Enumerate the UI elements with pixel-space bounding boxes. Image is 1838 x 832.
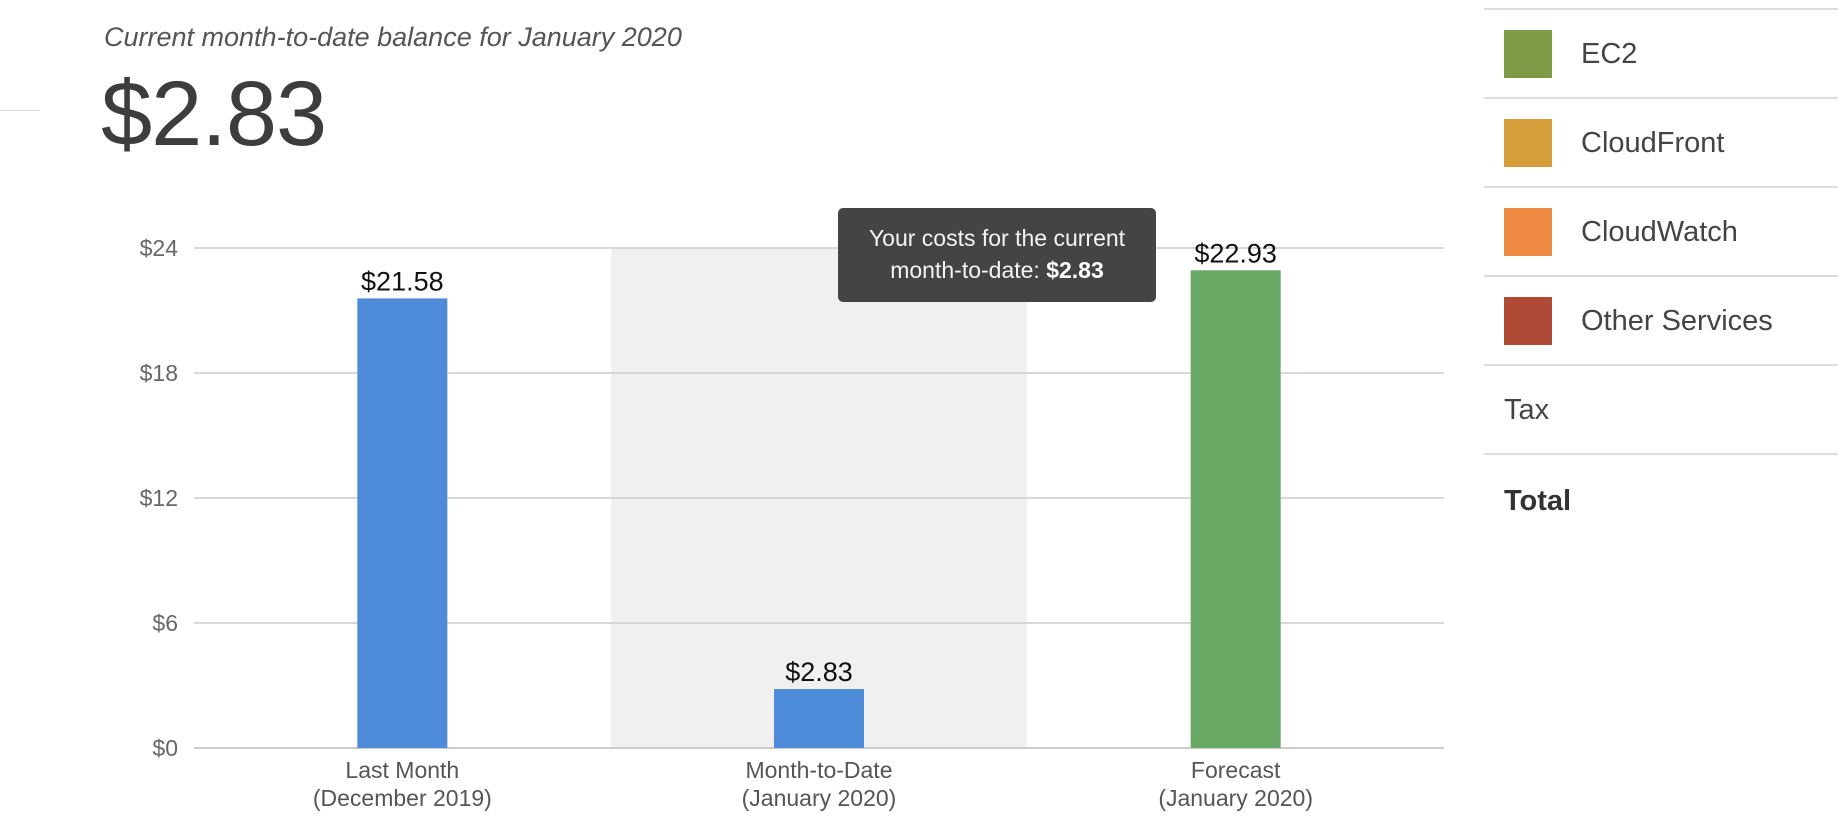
legend-label-ec2: EC2 (1581, 38, 1638, 70)
y-tick-label-0: $0 (152, 735, 178, 761)
legend-label-cloudwatch: CloudWatch (1581, 216, 1738, 248)
data-label-2: $22.93 (1194, 238, 1277, 268)
tooltip-value: $2.83 (1046, 257, 1104, 283)
month-to-date-balance: $2.83 (101, 63, 327, 165)
legend-swatch-other-services (1504, 297, 1552, 345)
category-label-2-line1: Forecast (1191, 757, 1281, 783)
bar-2 (1190, 270, 1281, 748)
y-tick-label-3: $18 (140, 360, 178, 386)
legend-row-tax: Tax (1484, 364, 1838, 453)
legend-swatch-ec2 (1504, 30, 1552, 78)
balance-subtitle: Current month-to-date balance for Januar… (104, 22, 682, 52)
legend-row-cloudfront[interactable]: CloudFront (1484, 97, 1838, 186)
y-tick-label-1: $6 (152, 610, 178, 636)
category-label-1-line2: (January 2020) (742, 785, 897, 811)
tooltip-line-2-prefix: month-to-date: (890, 257, 1047, 283)
tooltip-line-1: Your costs for the current (868, 225, 1126, 251)
chart-tooltip: Your costs for the current month-to-date… (838, 208, 1156, 302)
service-legend: EC2 CloudFront CloudWatch Other Services… (1484, 8, 1838, 542)
bar-1 (774, 689, 864, 748)
y-tick-label-2: $12 (140, 485, 178, 511)
legend-row-ec2[interactable]: EC2 (1484, 8, 1838, 97)
legend-row-other-services[interactable]: Other Services (1484, 275, 1838, 364)
bar-0 (357, 298, 448, 748)
tooltip-line-2: month-to-date: $2.83 (838, 254, 1156, 286)
data-label-1: $2.83 (785, 657, 853, 687)
data-label-0: $21.58 (361, 266, 444, 296)
category-label-0-line1: Last Month (345, 757, 459, 783)
category-label-1-line1: Month-to-Date (745, 757, 892, 783)
legend-row-cloudwatch[interactable]: CloudWatch (1484, 186, 1838, 275)
category-label-0-line2: (December 2019) (313, 785, 492, 811)
legend-label-total: Total (1504, 485, 1572, 517)
legend-row-total: Total (1484, 453, 1838, 542)
cost-bar-chart: $0 $6 $12 $18 $24 $21.58 Last Month(December 2… (140, 235, 1444, 811)
category-label-2-line2: (January 2020) (1158, 785, 1313, 811)
legend-label-tax: Tax (1504, 394, 1550, 426)
legend-label-cloudfront: CloudFront (1581, 127, 1725, 159)
legend-label-other-services: Other Services (1581, 305, 1773, 337)
legend-swatch-cloudwatch (1504, 208, 1552, 256)
y-tick-label-4: $24 (140, 235, 179, 261)
left-panel-divider (0, 110, 40, 111)
legend-swatch-cloudfront (1504, 119, 1552, 167)
